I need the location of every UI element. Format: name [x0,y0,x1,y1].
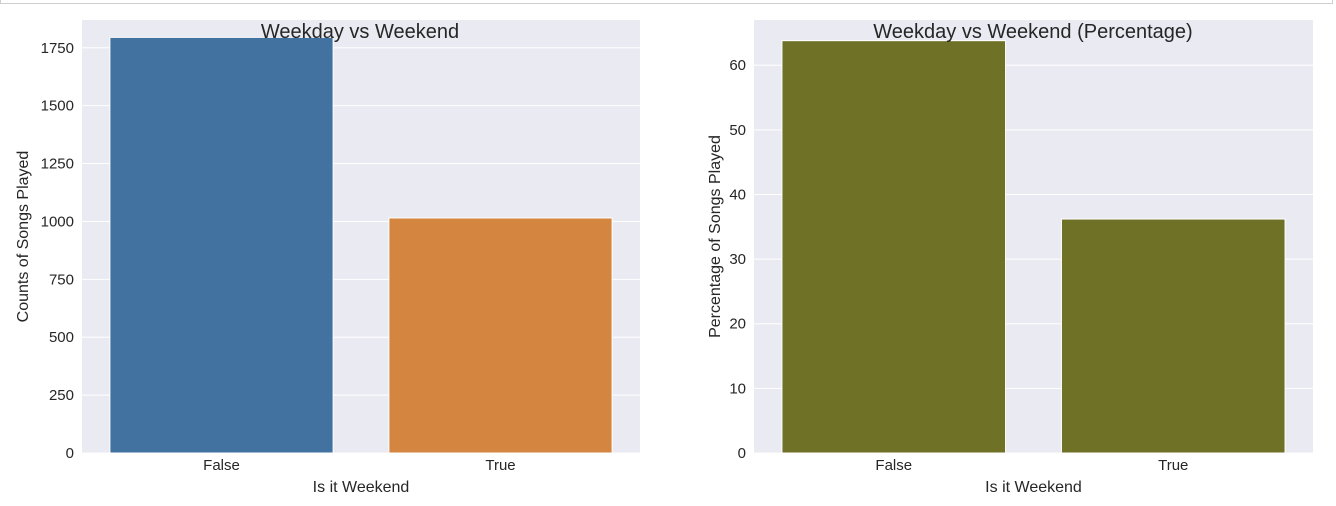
y-tick-label: 1500 [41,98,74,115]
x-tick-label: False [875,457,912,474]
y-tick-label: 0 [738,445,746,462]
bar-true [388,217,613,454]
x-axis-label: Is it Weekend [985,479,1082,496]
y-tick-label: 30 [729,251,746,268]
chart-title: Weekday vs Weekend (Percentage) [873,21,1192,43]
y-tick-label: 60 [729,57,746,74]
x-tick-label: True [1158,457,1188,474]
y-tick-label: 1750 [41,40,74,57]
bar-false [109,36,334,454]
x-tick-label: False [203,457,240,474]
y-tick-label: 500 [49,329,74,346]
bar-false [781,40,1007,454]
y-tick-label: 250 [49,387,74,404]
y-tick-label: 50 [729,122,746,139]
bar-true [1060,218,1286,454]
y-tick-label: 10 [729,380,746,397]
y-tick-label: 1000 [41,213,74,230]
y-axis-label: Percentage of Songs Played [707,135,724,338]
y-tick-label: 40 [729,186,746,203]
cell-border [0,0,1333,4]
y-tick-label: 750 [49,271,74,288]
y-tick-label: 20 [729,316,746,333]
x-axis-label: Is it Weekend [313,479,410,496]
chart-percentage: 0 10 20 30 40 50 60 False True Weekday vs Weekend… [707,20,1313,496]
y-axis-label: Counts of Songs Played [15,151,32,323]
y-tick-label: 0 [66,445,74,462]
chart-title: Weekday vs Weekend [261,21,459,43]
chart-counts: 0 250 500 750 1000 1250 1500 1750 False True Weekd… [15,20,640,496]
y-tick-label: 1250 [41,156,74,173]
x-tick-label: True [485,457,515,474]
